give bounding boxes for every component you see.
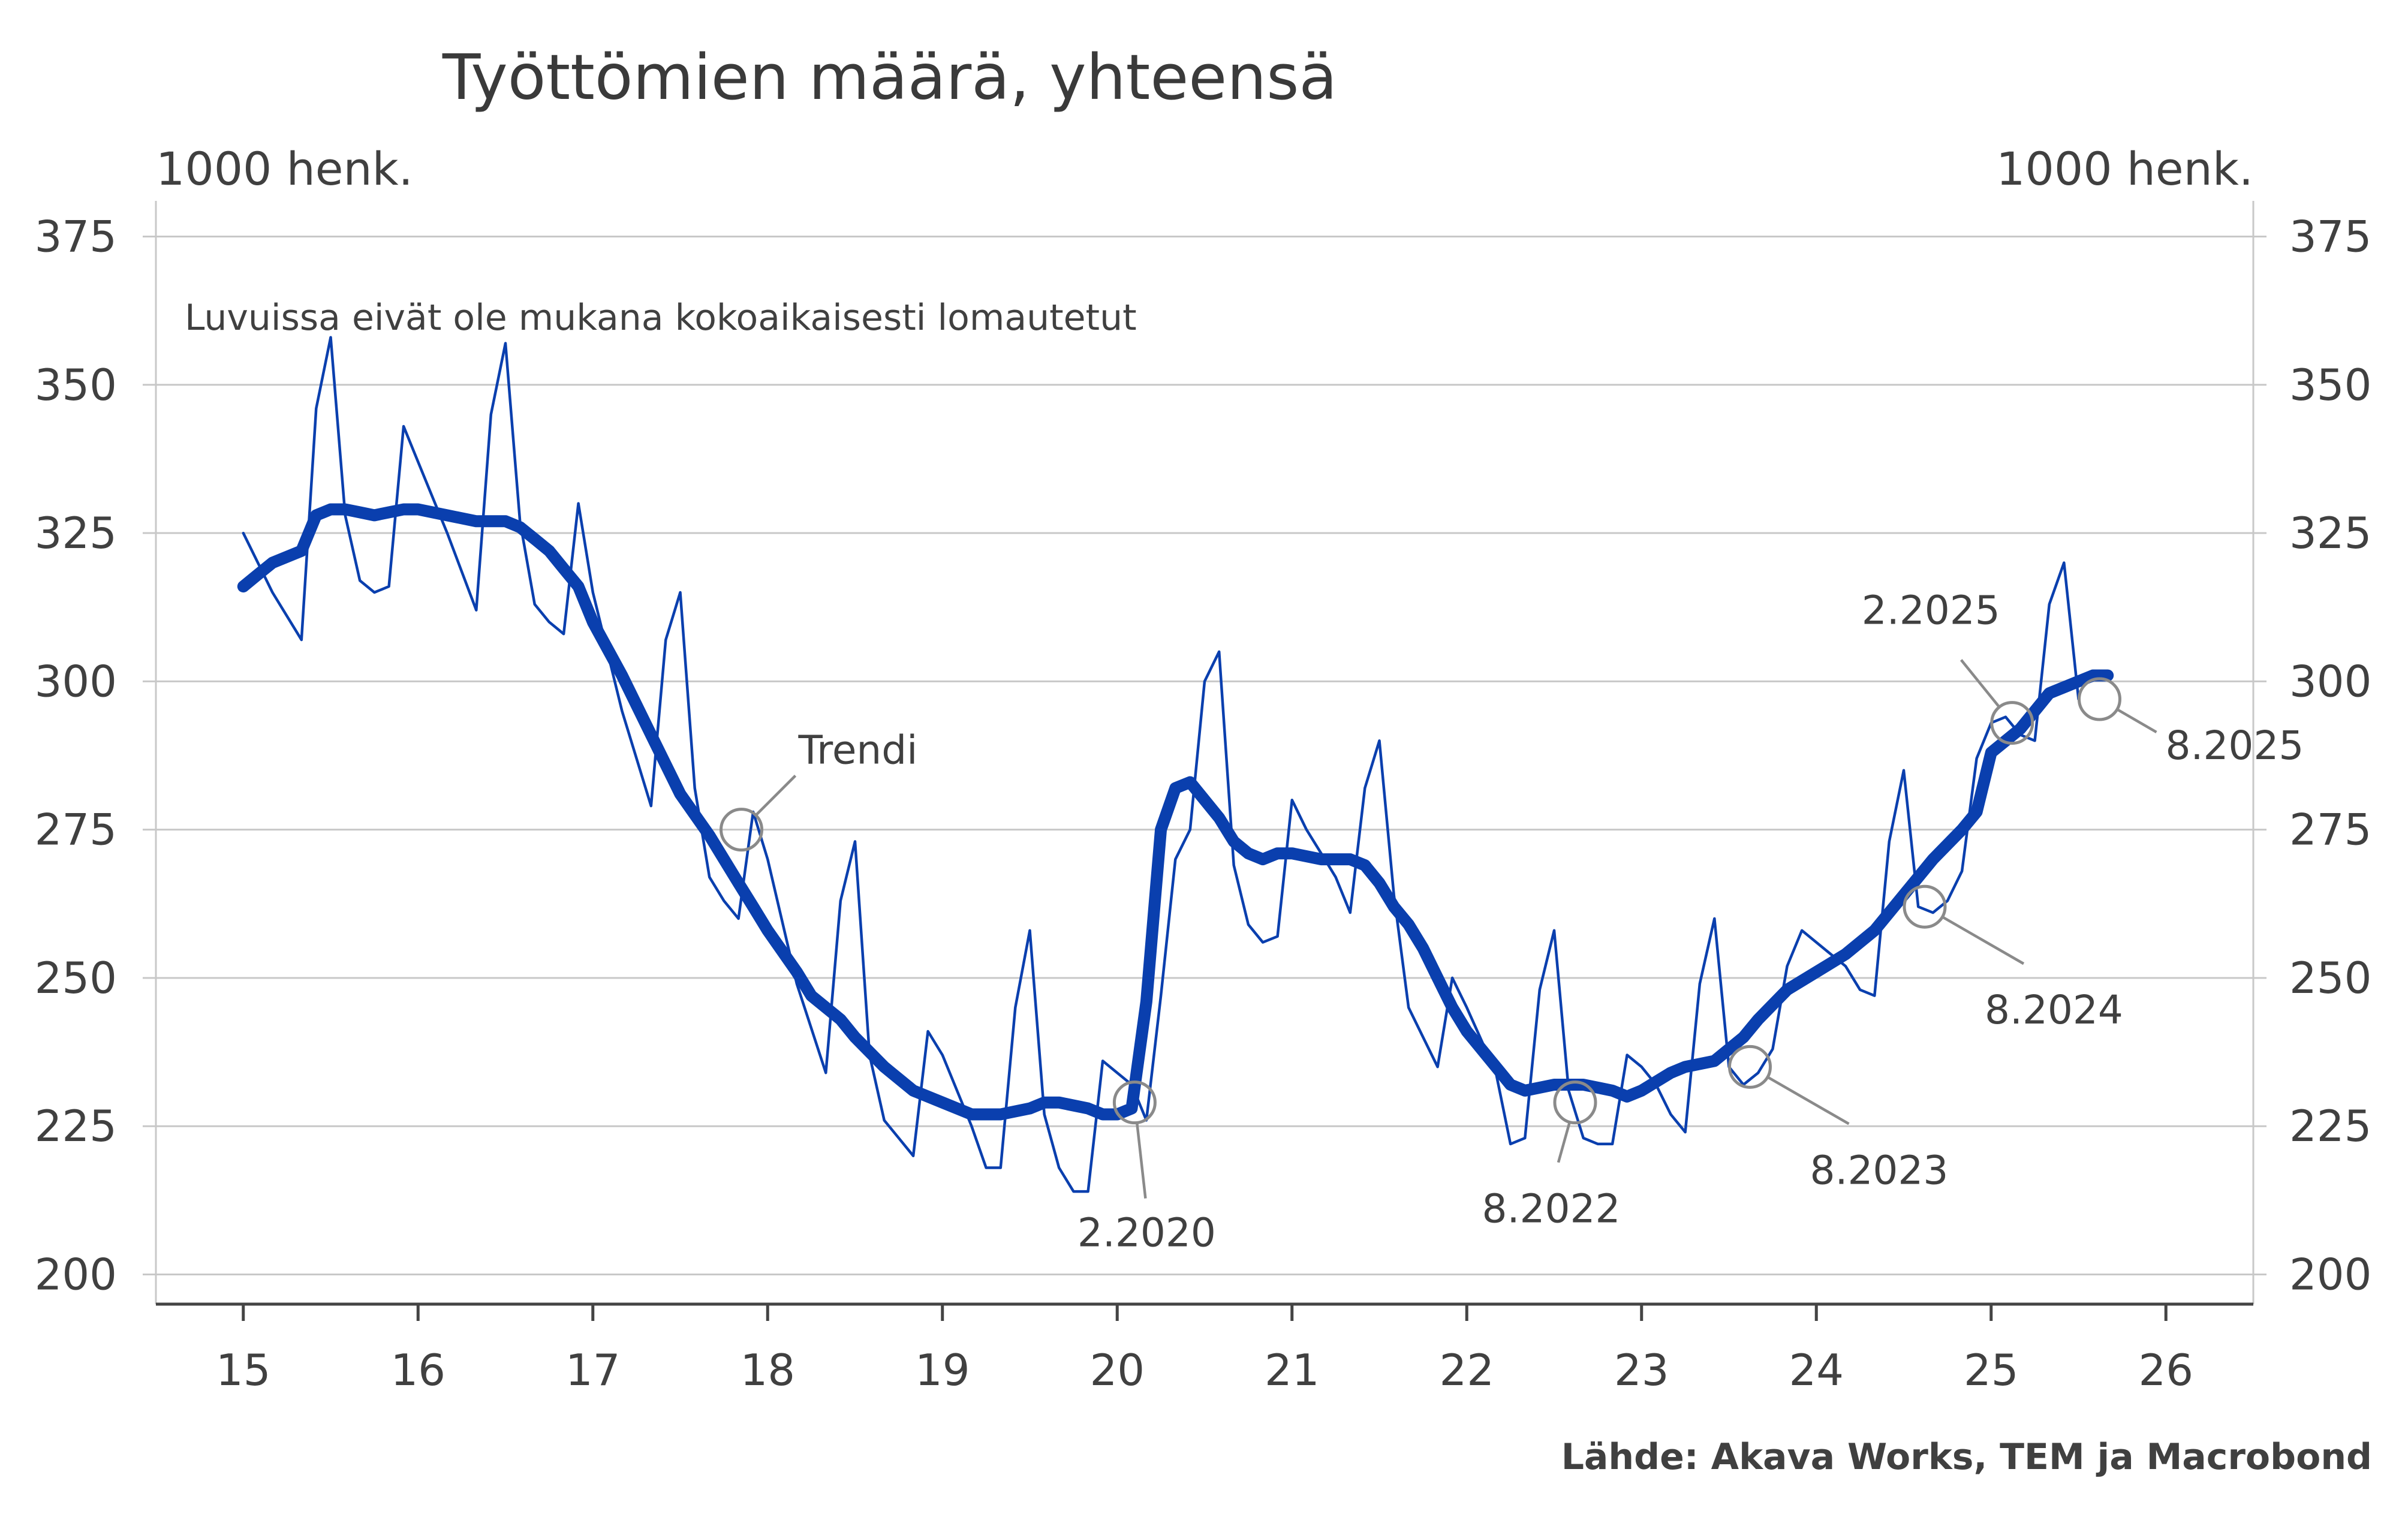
trend-line <box>237 503 2114 1121</box>
left-axis-unit-label: 1000 henk. <box>156 142 413 195</box>
x-tick-label: 26 <box>2138 1345 2193 1395</box>
y-tick-label-left: 250 <box>35 953 117 1003</box>
axes: 200 200 225 225 250 250 275 275 300 300 325 325 350 3… <box>35 201 2371 1395</box>
y-tick-label-left: 325 <box>35 508 117 558</box>
annotation-label: 8.2023 <box>1810 1147 1948 1193</box>
x-tick-label: 17 <box>565 1345 621 1395</box>
y-tick-label-right: 275 <box>2289 805 2371 855</box>
x-tick-label: 24 <box>1789 1345 1844 1395</box>
right-axis-unit-label: 1000 henk. <box>1996 142 2253 195</box>
annotation-marker <box>1112 1080 1157 1125</box>
y-tick-label-left: 300 <box>35 656 117 706</box>
annotation-marker <box>1903 884 1947 929</box>
y-tick-label-left: 275 <box>35 805 117 855</box>
series-lines <box>237 336 2114 1193</box>
y-tick-label-left: 225 <box>35 1101 117 1151</box>
annotation-marker <box>1727 1045 1772 1089</box>
y-tick-label-left: 375 <box>35 211 117 261</box>
annotation-leader <box>1135 1122 1147 1199</box>
x-tick-label: 21 <box>1265 1345 1320 1395</box>
annotation-label: 8.2024 <box>1985 987 2123 1033</box>
annotation-leader <box>754 775 797 817</box>
annotation-leader <box>2116 708 2157 733</box>
annotation-leader <box>1557 1121 1571 1163</box>
x-tick-label: 25 <box>1964 1345 2019 1395</box>
x-tick-label: 19 <box>915 1345 970 1395</box>
y-tick-label-right: 375 <box>2289 211 2371 261</box>
x-tick-label: 20 <box>1089 1345 1145 1395</box>
annotation-marker <box>1553 1080 1597 1125</box>
y-tick-label-right: 350 <box>2289 360 2371 410</box>
y-tick-label-left: 350 <box>35 360 117 410</box>
annotation-label: 8.2022 <box>1482 1186 1621 1232</box>
chart-note: Luvuissa eivät ole mukana kokoaikaisesti… <box>185 297 1137 339</box>
annotation-marker <box>2077 677 2121 721</box>
y-tick-label-right: 225 <box>2289 1101 2371 1151</box>
x-tick-label: 18 <box>740 1345 795 1395</box>
annotation-label: 2.2025 <box>1862 588 2000 634</box>
y-tick-label-left: 200 <box>35 1250 117 1300</box>
chart-title: Työttömien määrä, yhteensä <box>442 41 1337 114</box>
annotation-leader <box>1942 916 2025 965</box>
y-tick-label-right: 325 <box>2289 508 2371 558</box>
y-tick-label-right: 300 <box>2289 656 2371 706</box>
annotation-leader <box>1959 659 2001 708</box>
grid-lines <box>156 235 2253 1276</box>
x-tick-label: 16 <box>390 1345 446 1395</box>
y-tick-label-right: 200 <box>2289 1250 2371 1300</box>
annotations: Trendi 2.2020 8.2022 8.2023 8.2024 2.2025 8.20… <box>720 588 2304 1256</box>
source-label: Lähde: Akava Works, TEM ja Macrobond <box>1561 1436 2372 1478</box>
x-tick-label: 22 <box>1439 1345 1494 1395</box>
annotation-leader <box>1766 1076 1850 1125</box>
monthly-line <box>242 336 2080 1193</box>
x-tick-label: 15 <box>216 1345 271 1395</box>
annotation-marker <box>1990 701 2034 745</box>
annotation-label: 2.2020 <box>1077 1210 1216 1256</box>
annotation-label: 8.2025 <box>2165 723 2304 769</box>
annotation-marker <box>720 808 764 852</box>
y-tick-label-right: 250 <box>2289 953 2371 1003</box>
annotation-label: Trendi <box>798 727 918 773</box>
x-tick-label: 23 <box>1614 1345 1669 1395</box>
